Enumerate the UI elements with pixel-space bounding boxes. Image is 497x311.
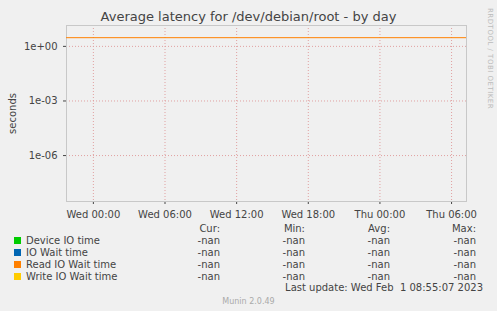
html-text:-nan: -nan: [367, 271, 390, 282]
html-text:-nan: -nan: [453, 271, 476, 282]
html-text:Munin 2.0.49: Munin 2.0.49: [222, 297, 275, 306]
svg-text:Thu 06:00: Thu 06:00: [425, 209, 477, 220]
svg-text:1e-03: 1e-03: [29, 95, 58, 106]
svg-text:1e+00: 1e+00: [24, 41, 58, 52]
html-text:-nan: -nan: [282, 259, 305, 270]
html-text:-nan: -nan: [197, 247, 220, 258]
html-text:-nan: -nan: [197, 271, 220, 282]
html-text:-nan: -nan: [453, 259, 476, 270]
html-text:Avg:: Avg:: [368, 223, 390, 234]
html-text:-nan: -nan: [367, 259, 390, 270]
svg-text:Wed 18:00: Wed 18:00: [281, 209, 335, 220]
svg-text:seconds: seconds: [7, 93, 18, 134]
svg-text:Wed 00:00: Wed 00:00: [66, 209, 120, 220]
html-text:-nan: -nan: [367, 235, 390, 246]
html-text:-nan: -nan: [282, 247, 305, 258]
svg-text:Thu 00:00: Thu 00:00: [354, 209, 406, 220]
html-text:IO Wait time: IO Wait time: [26, 247, 88, 258]
html-text:-nan: -nan: [453, 247, 476, 258]
html-text:Min:: Min:: [283, 223, 305, 234]
html-text:RRDTOOL / TOBI OETIKER: RRDTOOL / TOBI OETIKER: [486, 8, 494, 110]
html-text:-nan: -nan: [453, 235, 476, 246]
html-text:Max:: Max:: [452, 223, 476, 234]
html-text:Read IO Wait time: Read IO Wait time: [26, 259, 117, 270]
html-text:-nan: -nan: [367, 247, 390, 258]
html-text:-nan: -nan: [282, 235, 305, 246]
svg-text:Wed 12:00: Wed 12:00: [210, 209, 264, 220]
html-text:Cur:: Cur:: [199, 223, 220, 234]
html-text:-nan: -nan: [197, 259, 220, 270]
svg-text:Wed 06:00: Wed 06:00: [138, 209, 192, 220]
svg-text:1e-06: 1e-06: [29, 150, 58, 161]
html-text:-nan: -nan: [282, 271, 305, 282]
html-text:Last update: Wed Feb 1 08:55:0: Last update: Wed Feb 1 08:55:07 2023: [285, 282, 483, 293]
html-text:Average latency for /dev/debia: Average latency for /dev/debian/root - b…: [100, 9, 397, 24]
html-text:Device IO time: Device IO time: [26, 235, 100, 246]
html-text:-nan: -nan: [197, 235, 220, 246]
html-text:Write IO Wait time: Write IO Wait time: [26, 271, 118, 282]
